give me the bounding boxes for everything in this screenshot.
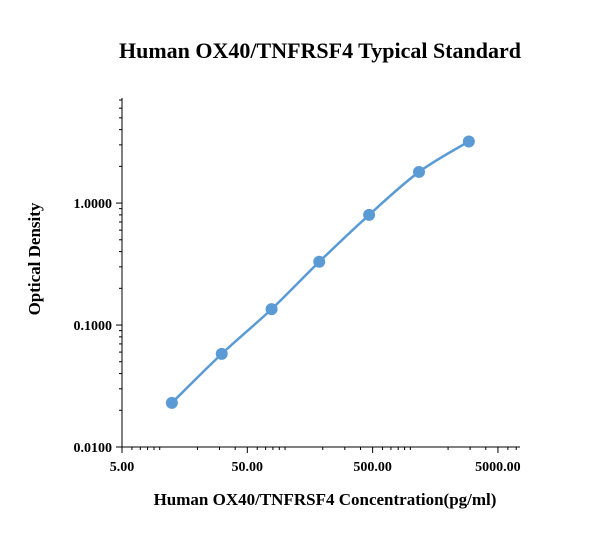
axes: 0.0100 0.1000 1.0000 5.00 50.00 500.00 5000.00	[74, 98, 521, 475]
plot-area	[165, 135, 475, 409]
data-point	[313, 255, 326, 268]
y-tick-label: 1.0000	[74, 197, 113, 212]
y-tick-label: 0.1000	[74, 319, 113, 334]
x-tick-label: 50.00	[232, 460, 264, 475]
x-tick-label: 5000.00	[475, 460, 521, 475]
data-point	[165, 396, 178, 409]
chart-title: Human OX40/TNFRSF4 Typical Standard	[119, 38, 521, 63]
data-point	[265, 303, 278, 316]
y-tick-label: 0.0100	[74, 441, 113, 456]
y-axis-title: Optical Density	[25, 202, 44, 315]
x-tick-label: 5.00	[110, 460, 135, 475]
data-point	[462, 135, 475, 148]
data-point	[412, 165, 425, 178]
data-point	[363, 208, 376, 221]
series-line	[170, 140, 470, 404]
data-point	[215, 347, 228, 360]
x-tick-label: 500.00	[353, 460, 392, 475]
x-axis-title: Human OX40/TNFRSF4 Concentration(pg/ml)	[154, 490, 497, 509]
